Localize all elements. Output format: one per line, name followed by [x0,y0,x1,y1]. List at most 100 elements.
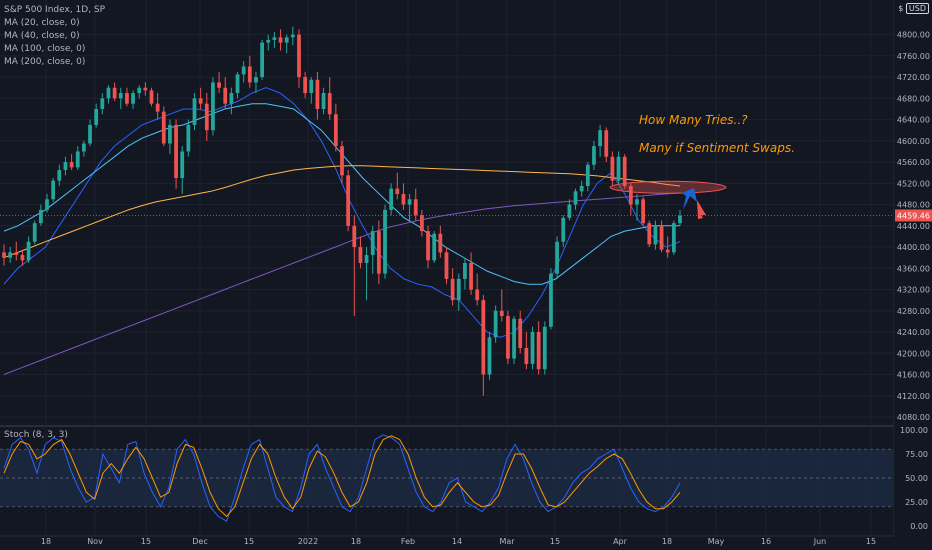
stoch-lines [3,434,681,522]
price-tick-label: 4280.00 [897,307,930,316]
candle-body [549,273,553,327]
candle-body [143,87,148,91]
price-tick-label: 4320.00 [897,286,930,295]
candle-body [241,66,246,75]
candle-body [278,37,283,43]
ma-line-0 [3,87,681,338]
candle-body [524,347,529,364]
time-tick-label: Dec [192,537,207,546]
price-tick-label: 4520.00 [897,179,930,188]
candle-body [217,82,221,88]
price-tick-label: 4800.00 [897,31,930,40]
candle-body [401,193,406,205]
candle-body [284,37,289,43]
candle-body [254,77,258,83]
candle-body [438,233,443,253]
candle-body [94,108,99,125]
candle-body [444,252,449,279]
price-tick-label: 4600.00 [897,137,930,146]
time-tick-label: 15 [141,537,151,546]
candle-body [542,326,547,370]
time-tick-label: May [708,537,725,546]
ma100-legend[interactable]: MA (100, close, 0) [4,44,86,54]
candle-body [678,215,682,224]
time-tick-label: Apr [613,537,628,546]
candle-body [82,143,86,152]
candle-body [432,233,437,261]
last-price-label: 4459.46 [897,211,930,220]
candle-body [45,199,49,210]
time-tick-label: 18 [41,537,51,546]
candle-body [309,79,314,94]
candle-body [635,199,639,205]
price-tick-label: 4400.00 [897,243,930,252]
currency-selector[interactable]: $ USD [898,3,929,14]
candle-body [229,93,234,104]
stoch-tick-label: 50.00 [905,474,928,483]
candle-body [223,87,228,104]
candle-body [671,223,676,253]
candle-body [395,188,400,194]
time-tick-label: 15 [866,537,876,546]
candle-body [383,209,387,274]
time-tick-label: 18 [351,537,361,546]
candle-body [389,188,394,210]
candle-body [8,252,13,258]
price-tick-label: 4560.00 [897,158,930,167]
price-axis[interactable]: 4800.00 4760.00 4720.00 4680.00 4640.00 4600.… [894,0,932,550]
candle-body [456,278,461,301]
candle-body [2,252,6,258]
time-tick-label: Nov [87,537,103,546]
candle-body [364,255,369,263]
annotation-line-2[interactable]: Many if Sentiment Swaps. [639,141,795,155]
candle-body [647,223,652,245]
ma20-legend[interactable]: MA (20, close, 0) [4,18,80,28]
candle-body [333,114,338,147]
stoch-legend[interactable]: Stoch (8, 3, 3) [4,430,68,440]
stoch-line-1 [3,435,681,518]
chart-legend: S&P 500 Index, 1D, SP MA (20, close, 0) … [4,4,105,69]
time-tick-label: 16 [761,537,771,546]
stoch-tick-label: 0.00 [910,522,928,531]
candle-body [616,156,621,181]
price-tick-label: 4120.00 [897,392,930,401]
ma-line-3 [3,192,681,375]
candle-body [63,162,68,171]
candle-body [610,156,615,181]
candle-body [493,310,498,338]
stoch-axis[interactable]: 100.00 75.00 50.00 25.00 0.00 [900,426,928,531]
candle-body [370,231,375,256]
candle-body [106,87,111,99]
candle-body [235,74,240,94]
time-tick-label: Feb [401,537,415,546]
candle-body [420,215,424,232]
price-tick-label: 4440.00 [897,222,930,231]
candle-body [463,262,467,279]
grid-lines [0,0,932,537]
candle-body [592,146,596,165]
price-tick-label: 4080.00 [897,413,930,422]
symbol-title[interactable]: S&P 500 Index, 1D, SP [4,5,106,15]
candle-body [622,156,627,186]
time-tick-label: 14 [452,537,462,546]
currency-code: USD [905,3,929,14]
candle-body [426,231,430,261]
up-arrow-icon [682,188,697,210]
candle-body [131,93,135,104]
candle-body [69,162,74,168]
ma200-legend[interactable]: MA (200, close, 0) [4,57,86,67]
candle-body [358,247,363,263]
time-axis[interactable]: 18 Nov 15 Dec 15 2022 18 Feb 14 Mar 15 Apr 18 May 16 Ju… [41,537,876,546]
candle-body [567,204,572,218]
candle-body [112,87,117,99]
candle-body [604,130,609,157]
candle-body [469,262,473,290]
candle-body [51,180,56,200]
candle-body [137,87,142,94]
annotation-line-1[interactable]: How Many Tries..? [639,113,748,127]
ma40-legend[interactable]: MA (40, close, 0) [4,31,80,41]
candle-body [155,103,160,112]
candle-body [266,39,271,43]
candle-body [125,93,129,104]
